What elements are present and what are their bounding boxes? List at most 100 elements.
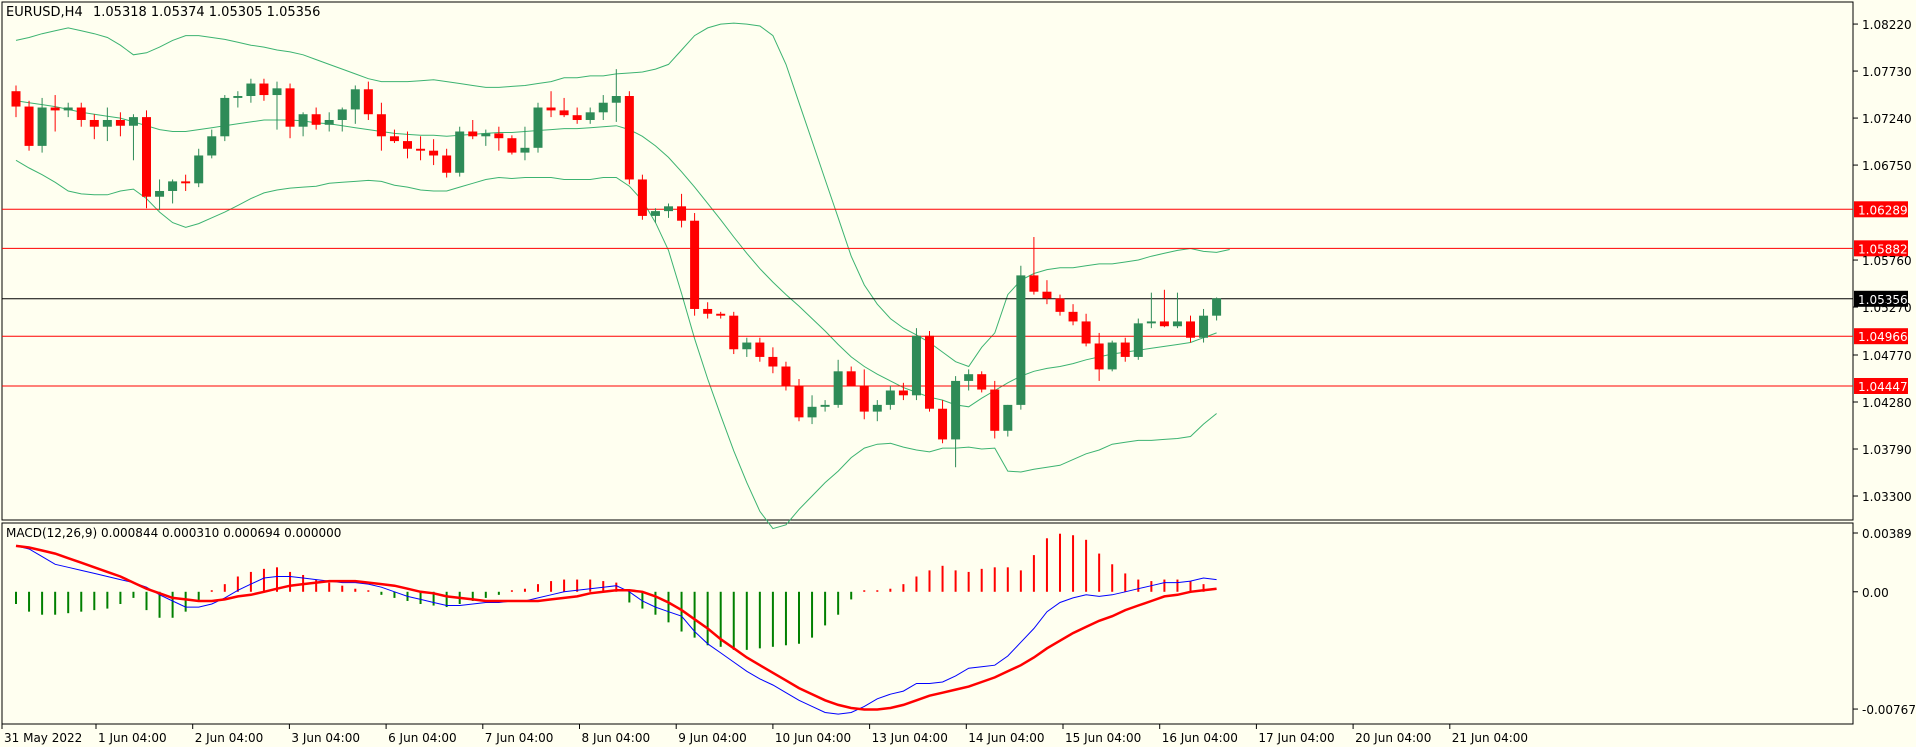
candle[interactable] [194,148,204,188]
macd-panel[interactable] [1,522,1854,725]
candle[interactable] [311,107,321,130]
candle[interactable] [1068,304,1078,326]
candle[interactable] [624,91,634,185]
candle[interactable] [1133,318,1143,360]
candle[interactable] [650,208,660,223]
candle[interactable] [729,311,739,355]
candle[interactable] [1159,289,1169,328]
candle[interactable] [350,85,360,124]
candle[interactable] [246,78,256,103]
candle-body [716,313,726,316]
candle[interactable] [481,129,491,146]
candle[interactable] [272,81,282,130]
candle[interactable] [76,102,86,127]
candle[interactable] [442,148,452,178]
candle[interactable] [1199,308,1209,343]
candle[interactable] [37,97,47,153]
candle[interactable] [24,100,34,151]
candle[interactable] [259,78,269,101]
candle[interactable] [1081,313,1091,347]
candle[interactable] [1120,337,1130,362]
candle[interactable] [703,302,713,319]
candle[interactable] [833,359,843,408]
candle[interactable] [455,126,465,177]
candle[interactable] [507,135,517,155]
candle[interactable] [155,179,165,211]
candle[interactable] [389,129,399,144]
candle[interactable] [716,311,726,319]
candle[interactable] [690,213,700,316]
candle[interactable] [964,369,974,391]
candle[interactable] [220,95,230,142]
candle[interactable] [872,400,882,422]
candle[interactable] [1016,265,1026,410]
candle[interactable] [859,369,869,420]
candle[interactable] [951,376,961,468]
candle[interactable] [50,95,60,132]
candle[interactable] [533,102,543,153]
candle[interactable] [768,347,778,374]
candle[interactable] [585,107,595,124]
candle[interactable] [115,112,125,137]
candle[interactable] [207,129,217,159]
candle[interactable] [885,385,895,410]
candle[interactable] [664,203,673,218]
candle[interactable] [755,337,765,362]
candle[interactable] [363,81,373,120]
candle[interactable] [807,395,817,425]
candle[interactable] [416,136,426,161]
candle[interactable] [781,361,791,391]
candle[interactable] [1003,404,1013,437]
candle[interactable] [1146,292,1156,329]
candle[interactable] [11,85,21,118]
candle[interactable] [938,400,948,444]
candle[interactable] [102,107,112,142]
price-panel[interactable] [1,1,1854,521]
candle[interactable] [794,378,804,422]
candle[interactable] [1107,340,1117,372]
candle[interactable] [1186,315,1195,343]
candle[interactable] [1042,280,1052,305]
candle[interactable] [572,107,582,124]
candle[interactable] [990,380,1000,439]
candle[interactable] [977,371,987,393]
candle[interactable] [403,131,412,159]
candle[interactable] [142,110,151,209]
candle[interactable] [233,91,243,108]
candle[interactable] [285,83,295,139]
candle[interactable] [337,107,347,132]
candle[interactable] [468,119,478,140]
candle[interactable] [324,112,334,132]
candle[interactable] [376,102,386,151]
candle[interactable] [298,112,308,137]
candle[interactable] [429,139,439,166]
candle[interactable] [1212,297,1222,321]
candle[interactable] [181,174,191,191]
candle[interactable] [611,69,621,122]
candle[interactable] [898,382,908,401]
candle[interactable] [128,114,138,161]
candle[interactable] [1055,294,1065,316]
candle[interactable] [820,400,830,412]
candle[interactable] [89,114,99,140]
candle[interactable] [742,337,752,357]
candle[interactable] [559,97,569,118]
candle[interactable] [677,193,687,228]
candle[interactable] [1094,332,1104,381]
candle-body [1029,275,1039,292]
candle[interactable] [925,331,934,412]
candle-body [1055,298,1065,312]
candle[interactable] [911,328,921,401]
candle[interactable] [520,126,530,161]
candle[interactable] [846,366,856,386]
candle[interactable] [1172,292,1182,329]
candle-body [220,97,230,137]
candle[interactable] [598,95,608,120]
candle[interactable] [63,102,73,118]
candle[interactable] [494,126,504,151]
candle[interactable] [1029,237,1039,295]
candle[interactable] [168,179,178,204]
candle[interactable] [546,91,556,118]
candle[interactable] [637,174,647,220]
